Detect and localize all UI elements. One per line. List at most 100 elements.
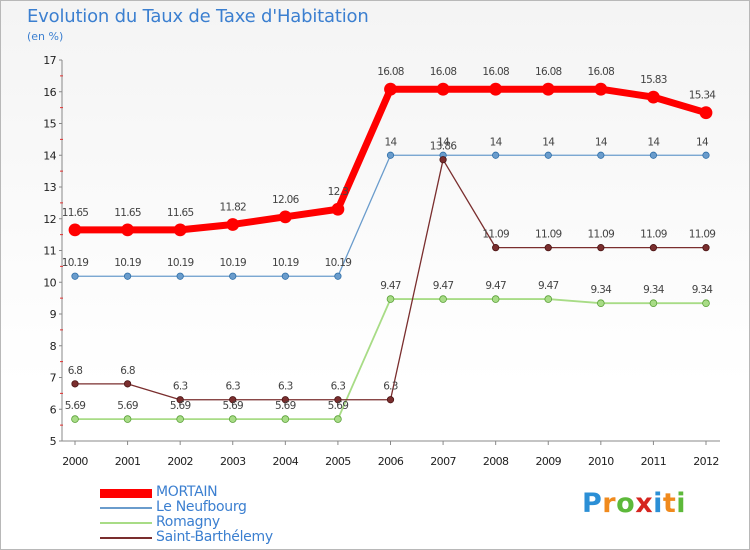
y-tick-label: 5 [50, 435, 57, 448]
data-label-3: 13.86 [430, 141, 458, 153]
series-point-1 [176, 272, 184, 280]
series-point-0 [647, 90, 660, 104]
series-point-1 [123, 272, 132, 280]
y-tick-label: 15 [43, 118, 56, 131]
data-label-0: 16.08 [588, 66, 615, 78]
series-point-0 [121, 223, 134, 237]
series-point-1 [229, 272, 237, 280]
x-tick-label: 2005 [325, 455, 351, 468]
data-label-3: 6.3 [331, 381, 346, 393]
data-label-2: 5.69 [65, 400, 86, 412]
logo-letter: t [662, 488, 677, 519]
series-point-0 [489, 82, 503, 96]
data-label-2: 9.47 [433, 280, 454, 292]
series-point-2 [544, 295, 553, 303]
data-label-0: 16.08 [377, 66, 404, 78]
series-point-0 [226, 218, 240, 231]
series-point-3 [123, 380, 132, 388]
series-point-0 [594, 82, 608, 96]
series-point-1 [71, 272, 79, 280]
series-point-3 [544, 244, 552, 252]
data-label-3: 6.3 [383, 381, 398, 393]
legend-label: Romagny [156, 514, 220, 530]
y-tick-label: 6 [50, 403, 57, 416]
x-tick-label: 2011 [641, 455, 667, 468]
series-point-3 [597, 244, 605, 252]
series-point-2 [386, 295, 395, 303]
data-label-1: 14 [542, 136, 555, 148]
series-point-0 [541, 82, 555, 96]
y-tick-label: 8 [50, 340, 57, 353]
series-point-2 [649, 299, 658, 308]
series-point-0 [331, 202, 345, 216]
series-point-2 [176, 415, 184, 423]
data-label-0: 11.65 [62, 207, 89, 219]
proxiti-logo: Proxiti [582, 488, 686, 519]
series-point-2 [597, 299, 605, 308]
series-point-3 [439, 156, 447, 164]
series-point-2 [439, 295, 447, 303]
series-point-3 [176, 396, 184, 404]
series-point-2 [334, 415, 342, 423]
data-label-2: 9.47 [485, 280, 506, 292]
y-tick-label: 14 [43, 149, 56, 162]
y-tick-label: 12 [43, 213, 56, 226]
x-tick-label: 2007 [430, 455, 456, 468]
legend-swatch [100, 488, 152, 498]
series-point-1 [544, 151, 552, 159]
data-label-2: 9.47 [380, 280, 401, 292]
series-point-1 [702, 151, 710, 159]
y-tick-label: 9 [50, 308, 57, 321]
x-tick-label: 2000 [62, 455, 88, 468]
data-label-3: 11.09 [689, 229, 716, 241]
data-label-3: 6.8 [120, 365, 135, 377]
x-tick-label: 2008 [483, 455, 509, 468]
data-label-0: 12.3 [328, 186, 349, 198]
series-point-0 [68, 223, 82, 237]
data-label-0: 15.83 [640, 74, 667, 86]
data-label-0: 11.82 [219, 201, 246, 213]
y-tick-label: 10 [43, 276, 56, 289]
series-point-1 [597, 151, 605, 159]
data-label-2: 9.34 [591, 284, 613, 296]
y-tick-label: 7 [50, 372, 57, 385]
data-label-1: 10.19 [62, 257, 89, 269]
data-label-1: 10.19 [325, 257, 352, 269]
series-point-1 [649, 151, 658, 159]
data-label-3: 11.09 [482, 229, 509, 241]
series-point-2 [123, 415, 132, 423]
x-tick-label: 2006 [378, 455, 404, 468]
logo-letter: i [653, 488, 663, 519]
data-label-0: 16.08 [482, 66, 509, 78]
series-point-1 [281, 272, 289, 280]
x-tick-label: 2004 [273, 455, 299, 468]
series-point-3 [334, 396, 342, 404]
legend-swatch [100, 507, 152, 509]
series-point-3 [492, 244, 500, 252]
legend-label: Le Neufbourg [156, 499, 247, 515]
data-label-0: 16.08 [535, 66, 562, 78]
series-point-3 [229, 396, 237, 404]
data-label-1: 14 [490, 136, 503, 148]
legend-label: MORTAIN [156, 484, 218, 500]
y-tick-label: 17 [43, 54, 56, 67]
series-point-2 [491, 295, 500, 303]
data-label-2: 9.34 [643, 284, 665, 296]
data-label-3: 11.09 [535, 229, 562, 241]
series-point-3 [702, 244, 710, 252]
series-point-2 [281, 415, 290, 423]
data-label-3: 11.09 [640, 229, 667, 241]
series-point-3 [281, 396, 289, 404]
series-point-2 [702, 299, 710, 308]
x-tick-label: 2010 [588, 455, 614, 468]
series-point-0 [436, 82, 450, 96]
legend-swatch [100, 522, 152, 524]
data-label-2: 9.34 [692, 284, 714, 296]
legend-label: Saint-Barthélemy [156, 529, 273, 545]
chart-title: Evolution du Taux de Taxe d'Habitation [27, 6, 369, 27]
data-label-2: 5.69 [170, 400, 191, 412]
x-tick-label: 2002 [167, 455, 193, 468]
data-label-2: 5.69 [275, 400, 296, 412]
data-label-0: 11.65 [167, 207, 194, 219]
